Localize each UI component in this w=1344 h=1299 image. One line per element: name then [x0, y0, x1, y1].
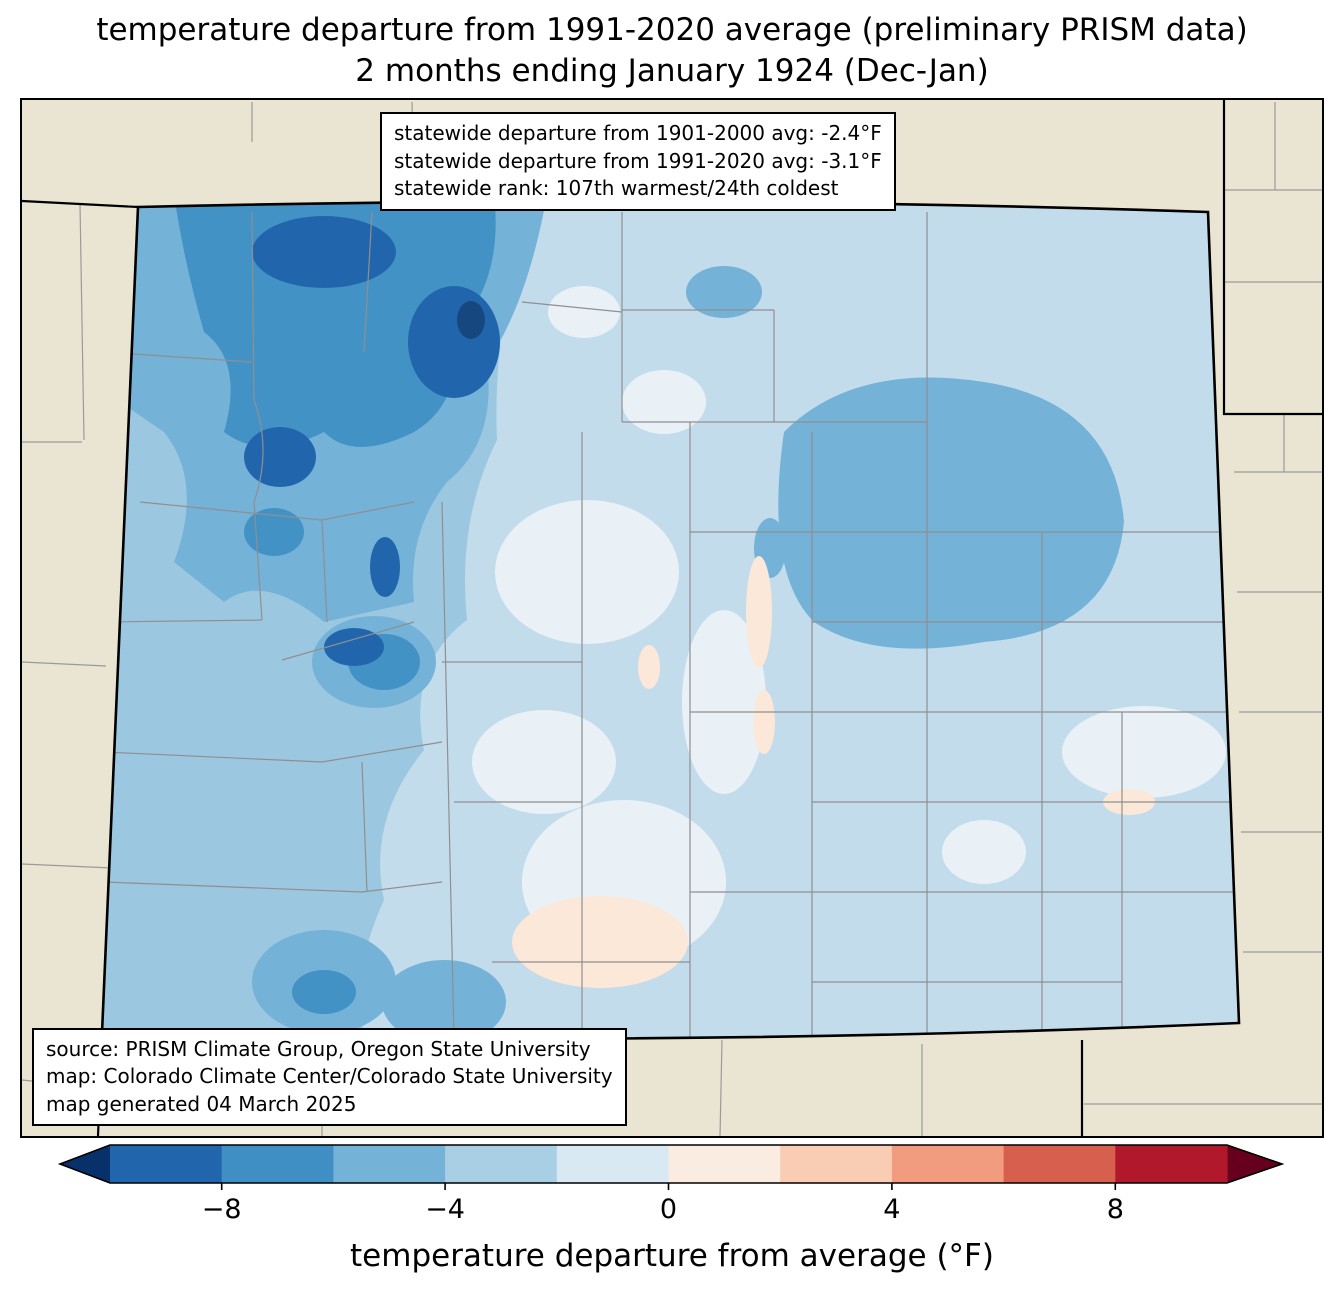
colorbar-segment [1003, 1145, 1116, 1183]
colorbar-segment [556, 1145, 670, 1183]
colorado-county-lines-west [103, 211, 690, 1039]
colorbar-tick-label: 8 [1107, 1194, 1124, 1225]
colorbar-segment [780, 1145, 893, 1183]
colorbar-tick-label: 4 [883, 1194, 900, 1225]
stats-line-1: statewide departure from 1901-2000 avg: … [394, 121, 882, 145]
colorbar-segment [445, 1145, 558, 1183]
title-line-2: 2 months ending January 1924 (Dec-Jan) [355, 53, 989, 89]
colorbar-tick-label: −8 [202, 1194, 242, 1225]
departure-near-zero-patches [472, 286, 1226, 964]
colorado-county-lines-east [621, 212, 1238, 1038]
colorbar-segment [891, 1145, 1005, 1183]
colorbar-tick-label: −4 [425, 1194, 465, 1225]
colorbar-tick-label: 0 [660, 1194, 677, 1225]
stats-line-2: statewide departure from 1991-2020 avg: … [394, 148, 882, 173]
departure-darkest-spot [457, 301, 485, 339]
colorbar-segment [668, 1145, 781, 1183]
statewide-stats-box: statewide departure from 1901-2000 avg: … [380, 112, 896, 211]
colorbar: −8 −4 0 4 8 [40, 1142, 1304, 1234]
credits-line-3: map generated 04 March 2025 [46, 1091, 357, 1116]
colorbar-under-arrow [60, 1145, 110, 1183]
colorbar-segment [333, 1145, 446, 1183]
title-line-1: temperature departure from 1991-2020 ave… [96, 12, 1248, 48]
departure-warm-patches [512, 556, 1155, 988]
colorbar-segment [110, 1145, 223, 1183]
colorbar-segment [1115, 1145, 1228, 1183]
stats-line-3: statewide rank: 107th warmest/24th colde… [394, 176, 839, 200]
neighbor-state-borders [22, 100, 1322, 1136]
map-axes: statewide departure from 1901-2000 avg: … [20, 98, 1324, 1138]
colorado-fill-layers [102, 201, 1239, 1039]
colorbar-over-arrow [1227, 1145, 1282, 1183]
colorbar-svg: −8 −4 0 4 8 [57, 1144, 1285, 1225]
credits-line-1: source: PRISM Climate Group, Oregon Stat… [46, 1036, 591, 1061]
source-credits-box: source: PRISM Climate Group, Oregon Stat… [32, 1027, 627, 1126]
colorbar-outline [57, 1144, 1285, 1184]
colorbar-axis-label: temperature departure from average (°F) [350, 1238, 994, 1274]
credits-line-2: map: Colorado Climate Center/Colorado St… [46, 1064, 613, 1088]
colorado-temperature-map [22, 100, 1322, 1136]
figure-title: temperature departure from 1991-2020 ave… [0, 10, 1344, 92]
colorbar-segment [221, 1145, 334, 1183]
